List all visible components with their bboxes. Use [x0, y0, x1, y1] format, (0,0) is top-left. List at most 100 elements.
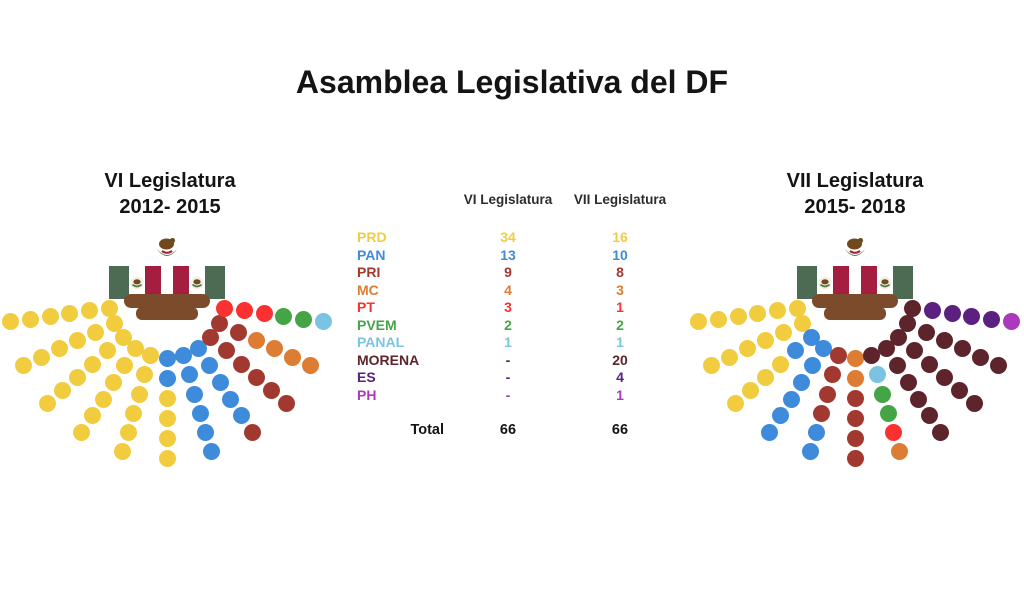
page-title: Asamblea Legislativa del DF: [295, 64, 729, 100]
vii-chart-title: VII Legislatura 2015- 2018: [705, 168, 1005, 220]
seat-dot: [690, 313, 708, 331]
party-row: PT 3 1: [357, 299, 676, 317]
coat-of-arms-icon: [157, 237, 177, 256]
seat-dot: [818, 385, 836, 403]
seat-dot: [186, 385, 204, 403]
seat-dot: [233, 407, 251, 425]
seat-dot: [54, 381, 72, 399]
emblem-panel: [877, 266, 893, 299]
seat-dot: [83, 407, 101, 425]
seat-dot: [891, 443, 909, 461]
seat-dot: [180, 366, 198, 384]
seat-dot: [921, 407, 939, 425]
seat-dot: [846, 389, 864, 407]
vi-chart-title-line: VI Legislatura: [104, 170, 236, 192]
party-row: ES - 4: [357, 369, 676, 387]
podium-vi: [105, 234, 229, 324]
party-seats-vi: 1: [504, 334, 512, 350]
seat-dot: [726, 394, 744, 412]
party-seats-vi: 4: [504, 281, 512, 298]
seat-dot: [966, 394, 984, 412]
seat-dot: [158, 349, 176, 367]
emblem-panel: [129, 266, 145, 299]
small-coat-of-arms-icon: [818, 276, 832, 289]
podium-vii: [793, 234, 917, 324]
seat-dot: [174, 347, 192, 365]
seat-dot: [868, 366, 886, 384]
seat-dot: [709, 310, 727, 328]
party-label: PVEM: [357, 316, 397, 333]
small-coat-of-arms-icon: [878, 276, 892, 289]
green-flag-panel: [109, 266, 129, 299]
seat-dot: [787, 342, 805, 360]
seat-dot: [32, 348, 50, 366]
speakers-desk-front: [136, 307, 198, 320]
seat-dot: [84, 355, 102, 373]
seat-dot: [815, 340, 833, 358]
seat-dot: [158, 389, 176, 407]
seat-dot: [119, 423, 137, 441]
seat-dot: [116, 357, 134, 375]
seat-dot: [877, 340, 895, 358]
party-row: MC 4 3: [357, 282, 676, 300]
seat-dot: [769, 302, 787, 320]
party-seats-vi: 9: [504, 264, 512, 280]
seat-dot: [772, 355, 790, 373]
seat-dot: [739, 340, 757, 358]
seat-dot: [742, 381, 760, 399]
seat-dot: [69, 331, 87, 349]
green-flag-panel: [205, 266, 225, 299]
seat-dot: [771, 407, 789, 425]
seat-dot: [94, 390, 112, 408]
party-seats-vi: 34: [500, 229, 516, 245]
speakers-desk: [124, 294, 210, 308]
seat-dot: [782, 390, 800, 408]
total-label: Total: [410, 422, 444, 438]
seat-dot: [72, 424, 90, 442]
party-row: PRD 34 16: [357, 229, 676, 247]
seat-dot: [87, 323, 105, 341]
seat-dot: [874, 385, 892, 403]
seat-dot: [824, 366, 842, 384]
party-seats-vii: 1: [616, 386, 624, 403]
seat-dot: [775, 323, 793, 341]
speakers-desk: [812, 294, 898, 308]
seat-dot: [846, 369, 864, 387]
party-label: MORENA: [357, 351, 420, 368]
seat-dot: [793, 315, 811, 333]
seat-dot: [247, 331, 265, 349]
party-row: PRI 9 8: [357, 264, 676, 282]
seat-dot: [69, 368, 87, 386]
party-seats-vii: 3: [616, 281, 624, 298]
seat-dot: [314, 313, 332, 331]
vii-chart-title-line: VII Legislatura: [786, 170, 924, 192]
party-seats-vii: 2: [616, 316, 624, 333]
seat-dot: [222, 390, 240, 408]
seat-dot: [729, 307, 747, 325]
party-seats-vi: 2: [504, 316, 512, 333]
seat-dot: [990, 356, 1008, 374]
party-label: ES: [357, 369, 376, 385]
seat-dot: [846, 349, 864, 367]
party-seats-vi: -: [505, 351, 511, 368]
seat-dot: [255, 305, 273, 323]
seat-dot: [200, 357, 218, 375]
seat-dot: [720, 348, 738, 366]
seat-dot: [935, 368, 953, 386]
seat-dot: [935, 331, 953, 349]
vii-chart-subtitle: 2015- 2018: [804, 196, 906, 218]
seat-dot: [217, 342, 235, 360]
seat-dot: [801, 443, 819, 461]
emblem-panel: [817, 266, 833, 299]
seat-dot: [215, 299, 233, 317]
seat-dot: [202, 329, 220, 347]
seat-dot: [923, 302, 941, 320]
seat-dot: [232, 355, 250, 373]
seat-dot: [81, 302, 99, 320]
seat-dot: [191, 404, 209, 422]
seat-dot: [963, 307, 981, 325]
seat-dot: [158, 369, 176, 387]
party-label: MC: [357, 281, 379, 298]
party-label: PANAL: [357, 334, 405, 350]
speakers-desk-front: [824, 307, 886, 320]
